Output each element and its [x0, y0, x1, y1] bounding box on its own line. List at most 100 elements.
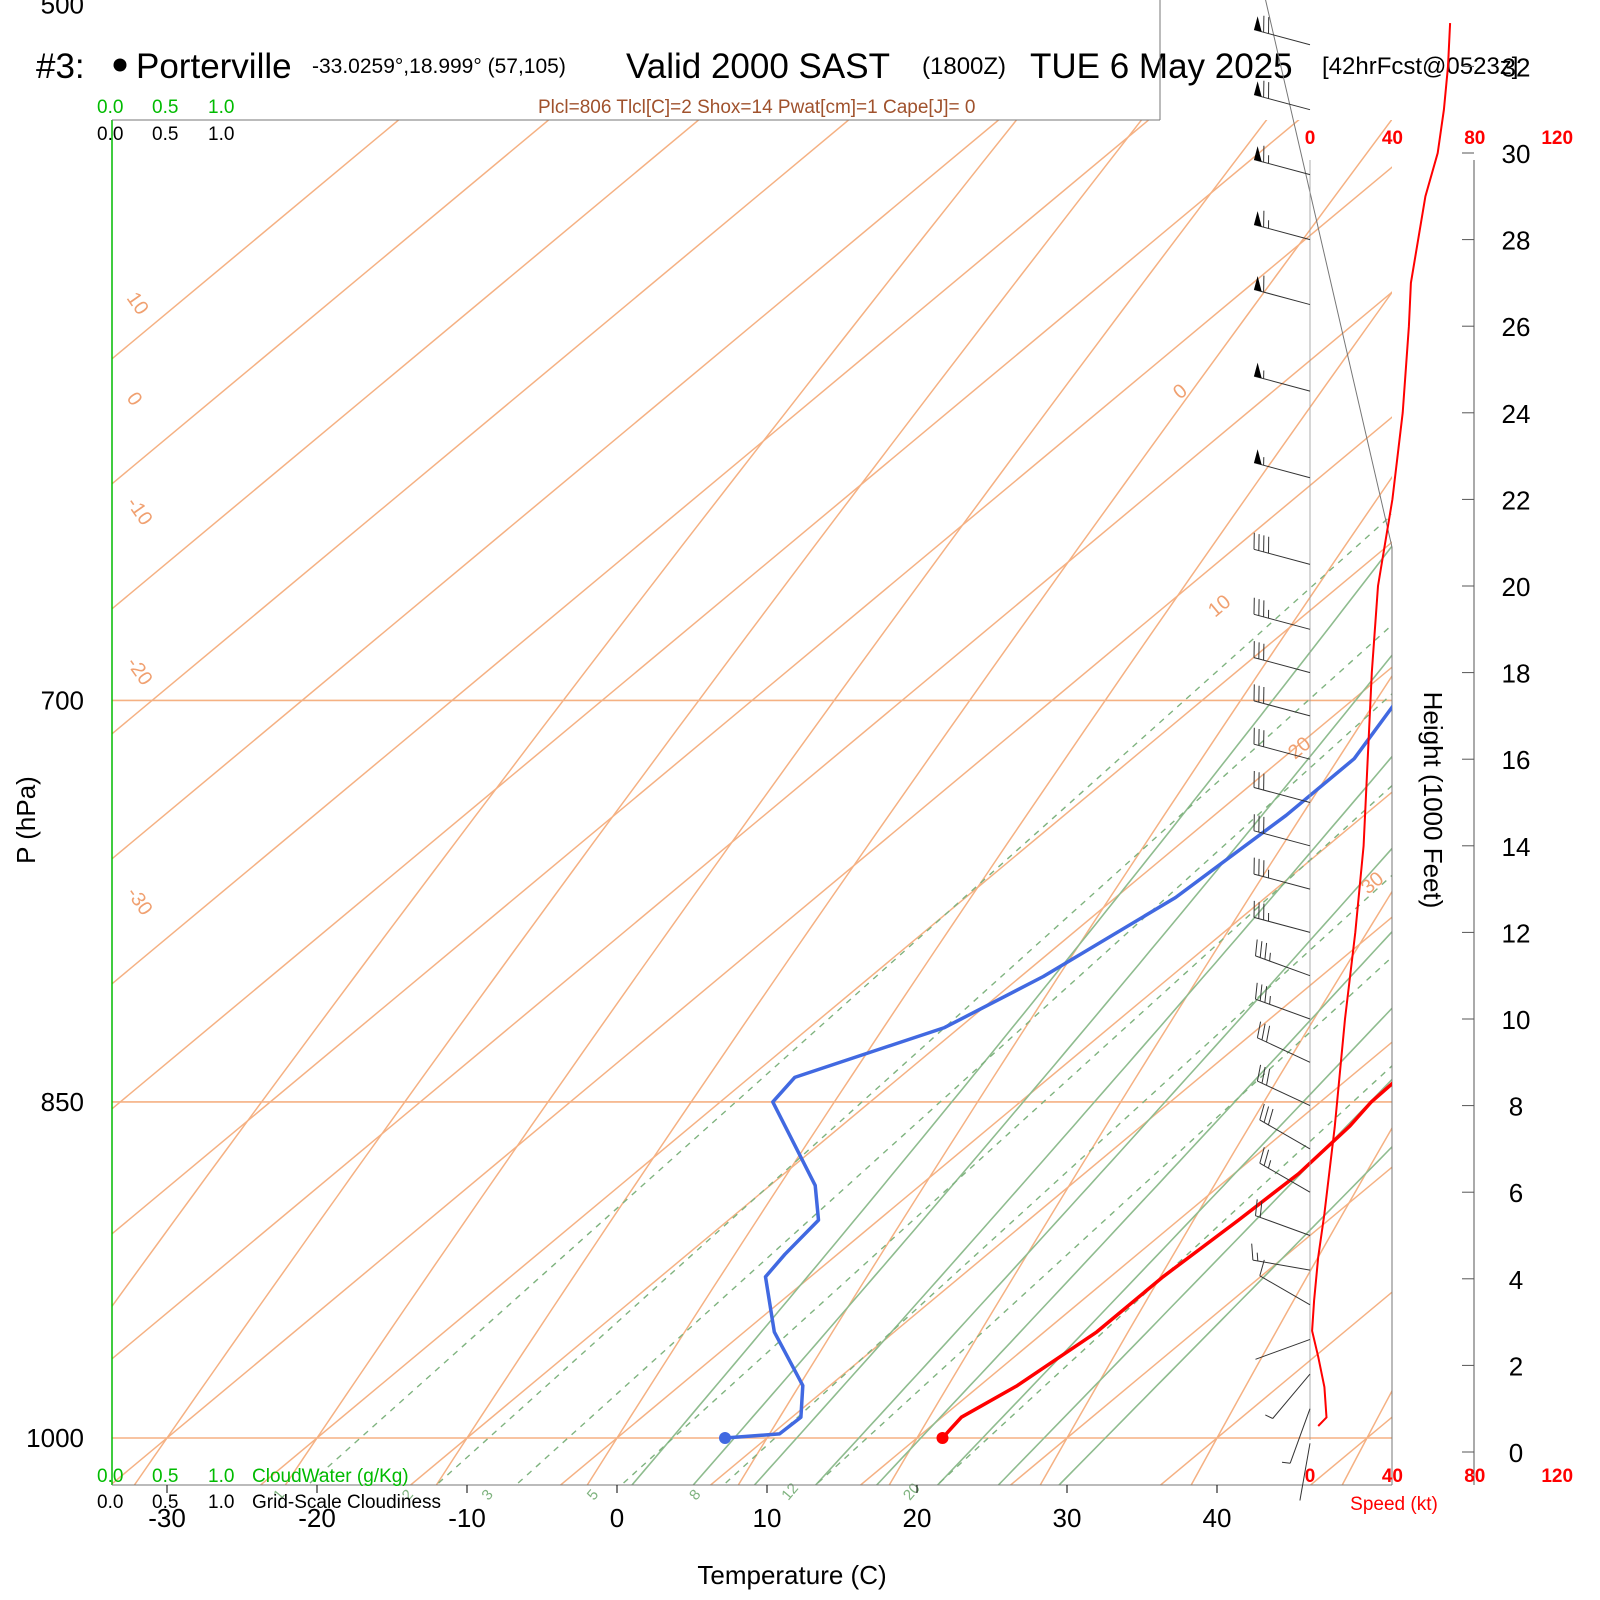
height-tick-24: 24: [1502, 399, 1531, 429]
height-tick-32: 32: [1502, 52, 1531, 82]
x-tick--10: -10: [448, 1503, 486, 1533]
bottom-green-2: 1.0: [208, 1466, 234, 1487]
wind-barb: [1253, 362, 1311, 392]
speed-tick-top-120: 120: [1541, 128, 1573, 149]
dry-adiabat: [1341, 1389, 1392, 1485]
height-tick-6: 6: [1509, 1178, 1523, 1208]
dry-adiabat: [435, 120, 1392, 1485]
isotherm-line: [112, 166, 1392, 1235]
barb-flag: [1264, 942, 1268, 960]
barb-flag: [1261, 1066, 1266, 1084]
height-tick-8: 8: [1509, 1092, 1523, 1122]
station-name: Porterville: [136, 47, 292, 86]
barb-flag: [1251, 1243, 1254, 1261]
moist-adiabat: [1057, 1145, 1392, 1485]
barb-staff: [1253, 830, 1311, 847]
height-tick-10: 10: [1502, 1005, 1531, 1035]
height-tick-2: 2: [1509, 1351, 1523, 1381]
wind-barb: [1253, 80, 1311, 111]
wind-barb: [1253, 857, 1311, 890]
barb-staff: [1299, 1443, 1311, 1501]
wind-barb: [1253, 597, 1311, 630]
station-dot-icon: [113, 58, 127, 72]
isotherm-line: [859, 1041, 1392, 1485]
wind-barb: [1255, 1199, 1311, 1236]
dry-adiabat: [888, 674, 1392, 1485]
zulu-time: (1800Z): [922, 53, 1006, 80]
barb-half-flag: [1256, 1252, 1259, 1261]
barb-staff: [1253, 289, 1311, 306]
bottom-black-0: 0.0: [97, 1492, 123, 1513]
axes: 1235812202503004005007008501000P (hPa)-3…: [11, 0, 1393, 1590]
height-tick-16: 16: [1502, 745, 1531, 775]
mixing-ratio-label: 8: [686, 1486, 704, 1503]
dry-adiabat: [737, 475, 1392, 1485]
mixing-ratio-line: [620, 784, 1392, 1485]
top-green-2: 1.0: [208, 97, 234, 118]
barb-staff: [1253, 159, 1311, 176]
top-green-1: 0.5: [152, 97, 178, 118]
height-tick-0: 0: [1509, 1438, 1523, 1468]
height-tick-18: 18: [1502, 659, 1531, 689]
speed-axis-label: Speed (kt): [1350, 1494, 1438, 1515]
isotherm-label-right: 0: [1169, 380, 1192, 404]
station-id: #3:: [36, 47, 85, 86]
mixing-ratio-line: [814, 956, 1392, 1485]
barb-pennant: [1254, 81, 1262, 97]
valid-date: TUE 6 May 2025: [1030, 47, 1293, 86]
height-tick-30: 30: [1502, 139, 1531, 169]
isotherm-line: [112, 416, 1392, 1485]
speed-tick-bottom-80: 80: [1464, 1466, 1485, 1487]
barb-flag: [1263, 1149, 1270, 1166]
barb-flag: [1259, 941, 1263, 958]
barb-staff: [1253, 657, 1311, 674]
mixing-ratio-label: 5: [584, 1486, 602, 1503]
barb-half-flag: [1269, 952, 1271, 962]
isotherm-line: [112, 120, 1000, 860]
wind-barb: [1253, 900, 1311, 933]
moist-adiabat: [997, 1078, 1392, 1485]
cloudiness-label: Grid-Scale Cloudiness: [252, 1492, 441, 1513]
dry-adiabat: [133, 120, 1143, 1485]
dry-adiabat: [284, 120, 1268, 1485]
speed-tick-top-0: 0: [1305, 128, 1316, 149]
barb-flag: [1259, 1147, 1265, 1164]
wind-barb: [1253, 15, 1311, 46]
barb-staff: [1253, 94, 1311, 111]
barb-staff: [1253, 224, 1311, 241]
height-tick-20: 20: [1502, 572, 1531, 602]
barb-staff: [1255, 955, 1311, 977]
x-tick--20: -20: [298, 1503, 336, 1533]
dry-adiabat: [1039, 890, 1392, 1485]
barb-half-flag: [1281, 1461, 1291, 1464]
moist-adiabat: [875, 930, 1392, 1485]
isotherm-label: 10: [122, 288, 153, 319]
x-axis-label: Temperature (C): [697, 1560, 886, 1590]
height-tick-12: 12: [1502, 918, 1531, 948]
stability-indices: Plcl=806 Tlcl[C]=2 Shox=14 Pwat[cm]=1 Ca…: [538, 97, 975, 118]
moist-adiabat: [814, 847, 1392, 1485]
x-tick-10: 10: [753, 1503, 782, 1533]
isotherm-line: [112, 120, 400, 360]
surface-dewpoint-dot: [719, 1432, 731, 1444]
isotherm-label: -30: [122, 883, 157, 919]
station-coords: -33.0259°,18.999° (57,105): [312, 55, 566, 78]
x-tick-20: 20: [903, 1503, 932, 1533]
barb-flag: [1255, 939, 1258, 956]
x-tick-0: 0: [610, 1503, 624, 1533]
bottom-black-1: 0.5: [152, 1492, 178, 1513]
wind-barb: [1253, 275, 1311, 306]
wind-barb: [1265, 1373, 1311, 1419]
barb-flag: [1264, 986, 1268, 1003]
barb-flag: [1266, 1025, 1271, 1043]
barb-flag: [1267, 1108, 1274, 1126]
isotherm-line: [259, 541, 1392, 1485]
barb-flag: [1259, 984, 1263, 1001]
bottom-green-1: 0.5: [152, 1466, 178, 1487]
isotherm-line: [112, 291, 1392, 1360]
x-tick-40: 40: [1203, 1503, 1232, 1533]
cloudwater-label: CloudWater (g/Kg): [252, 1466, 409, 1487]
barb-flag: [1259, 1200, 1263, 1218]
wind-barb: [1255, 1338, 1311, 1360]
